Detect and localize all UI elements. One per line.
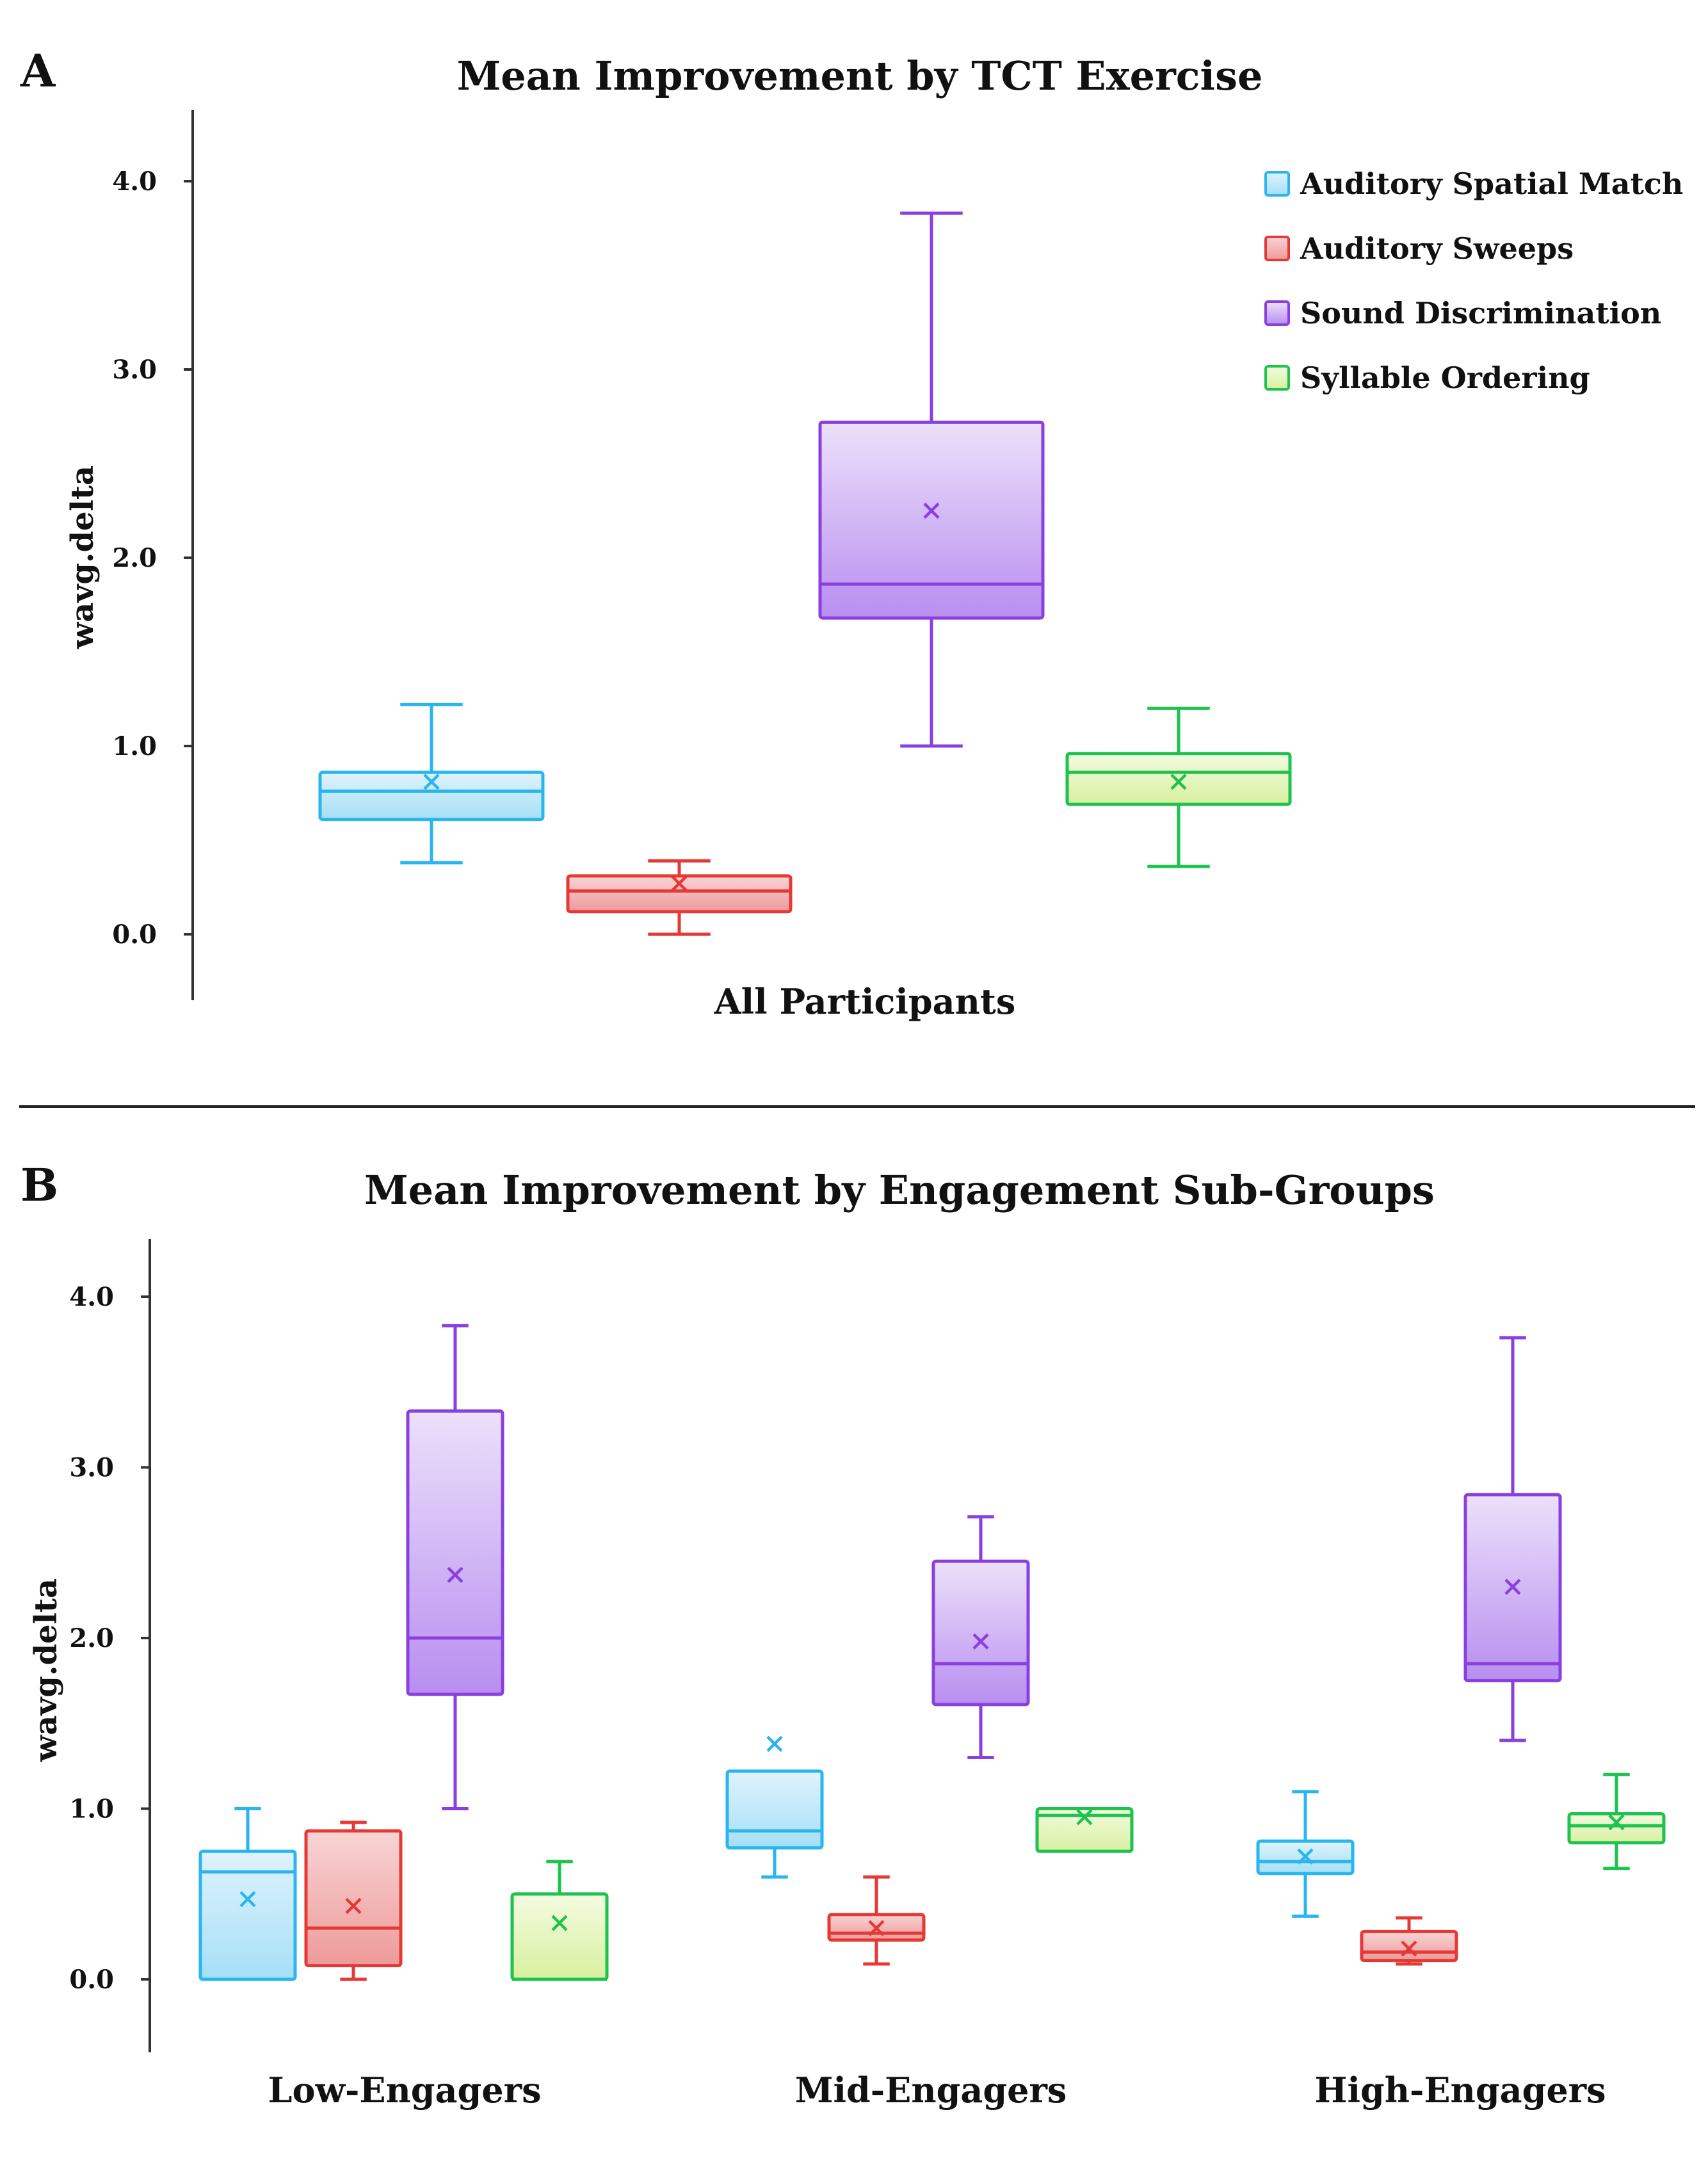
legend-swatch (1264, 365, 1290, 391)
box-high-engagers-sound-discrimination (1463, 1336, 1562, 1742)
mean-marker (1170, 774, 1187, 790)
box-mid-engagers-sound-discrimination (931, 1515, 1030, 1760)
mean-marker (345, 1897, 362, 1915)
mean-marker (972, 1633, 989, 1650)
panel-a-legend: Auditory Spatial Match Auditory Sweeps Sou… (1264, 166, 1683, 395)
legend-label: Auditory Sweeps (1300, 231, 1574, 266)
box-iqr (566, 874, 793, 914)
legend-label: Syllable Ordering (1300, 361, 1590, 395)
panel-b-label: B (20, 1158, 58, 1212)
mean-marker (671, 875, 688, 892)
box-all-participants-syllable-ordering (1065, 706, 1292, 868)
panel-a-y-axis-label: wavg.delta (65, 466, 101, 649)
panel-b-group-label-high: High-Engagers (1314, 2070, 1606, 2111)
box-iqr (1065, 752, 1292, 806)
mean-marker (1401, 1940, 1417, 1957)
box-mid-engagers-syllable-ordering (1035, 1807, 1134, 1853)
panel-b-boxes (198, 1324, 1666, 1981)
mean-marker (239, 1891, 256, 1908)
box-iqr (1360, 1929, 1458, 1963)
box-iqr (510, 1892, 609, 1981)
mean-marker (868, 1920, 885, 1936)
box-iqr (406, 1409, 504, 1696)
panel-b-group-label-mid: Mid-Engagers (795, 2070, 1067, 2111)
box-iqr (725, 1769, 824, 1850)
box-all-participants-auditory-spatial-match (318, 702, 545, 864)
y-tick-label: 3.0 (69, 1453, 114, 1483)
mean-marker (1504, 1578, 1521, 1595)
legend-swatch (1264, 300, 1290, 326)
box-low-engagers-auditory-sweeps (304, 1821, 403, 1981)
y-tick-label: 4.0 (69, 1282, 114, 1312)
panel-b: B Mean Improvement by Engagement Sub-Gro… (20, 1158, 1666, 2111)
mean-marker (1608, 1814, 1625, 1831)
y-tick-label: 2.0 (69, 1623, 114, 1653)
legend-item-auditory-spatial-match: Auditory Spatial Match (1264, 166, 1683, 201)
legend-swatch (1264, 171, 1290, 197)
mean-marker (923, 502, 940, 519)
box-high-engagers-auditory-spatial-match (1256, 1790, 1355, 1918)
box-iqr (1035, 1807, 1134, 1853)
box-iqr (931, 1559, 1030, 1707)
box-high-engagers-syllable-ordering (1567, 1772, 1666, 1870)
box-iqr (818, 420, 1045, 620)
y-tick-label: 0.0 (112, 920, 157, 950)
y-tick-label: 0.0 (69, 1965, 114, 1995)
mean-marker (766, 1735, 783, 1752)
box-low-engagers-auditory-spatial-match (198, 1807, 297, 1981)
mean-marker (1297, 1848, 1314, 1865)
panel-a-title: Mean Improvement by TCT Exercise (457, 53, 1263, 99)
box-all-participants-sound-discrimination (818, 211, 1045, 748)
mean-marker (551, 1915, 568, 1931)
panel-a-boxes (318, 211, 1292, 936)
box-low-engagers-syllable-ordering (510, 1860, 609, 1981)
panel-b-title: Mean Improvement by Engagement Sub-Group… (364, 1167, 1435, 1213)
legend-swatch (1264, 236, 1290, 261)
box-mid-engagers-auditory-spatial-match (725, 1735, 824, 1879)
panel-a-label: A (20, 44, 56, 97)
y-tick-label: 1.0 (69, 1794, 114, 1824)
legend-item-sound-discrimination: Sound Discrimination (1264, 296, 1661, 330)
y-tick-label: 4.0 (112, 166, 157, 197)
panel-a-y-ticks: 0.0 1.0 2.0 3.0 4.0 (112, 166, 193, 950)
box-iqr (1567, 1812, 1666, 1845)
panel-b-y-axis-label: wavg.delta (28, 1578, 64, 1762)
panel-b-y-ticks: 0.0 1.0 2.0 3.0 4.0 (69, 1282, 150, 1995)
mean-marker (447, 1566, 463, 1583)
legend-item-syllable-ordering: Syllable Ordering (1264, 361, 1590, 395)
panel-a: A Mean Improvement by TCT Exercise wavg.… (20, 44, 1683, 1022)
panel-a-group-label: All Participants (714, 981, 1016, 1022)
legend-label: Sound Discrimination (1300, 296, 1661, 330)
box-mid-engagers-auditory-sweeps (827, 1875, 926, 1966)
mean-marker (423, 774, 440, 790)
panel-b-group-label-low: Low-Engagers (268, 2070, 541, 2111)
box-low-engagers-sound-discrimination (406, 1324, 504, 1810)
legend-item-auditory-sweeps: Auditory Sweeps (1264, 231, 1574, 266)
y-tick-label: 2.0 (112, 543, 157, 573)
box-high-engagers-auditory-sweeps (1360, 1916, 1458, 1966)
y-tick-label: 3.0 (112, 355, 157, 385)
legend-label: Auditory Spatial Match (1300, 166, 1683, 201)
box-iqr (304, 1829, 403, 1968)
box-all-participants-auditory-sweeps (566, 859, 793, 936)
box-iqr (198, 1849, 297, 1981)
mean-marker (1076, 1809, 1093, 1826)
box-iqr (318, 770, 545, 822)
y-tick-label: 1.0 (112, 731, 157, 761)
